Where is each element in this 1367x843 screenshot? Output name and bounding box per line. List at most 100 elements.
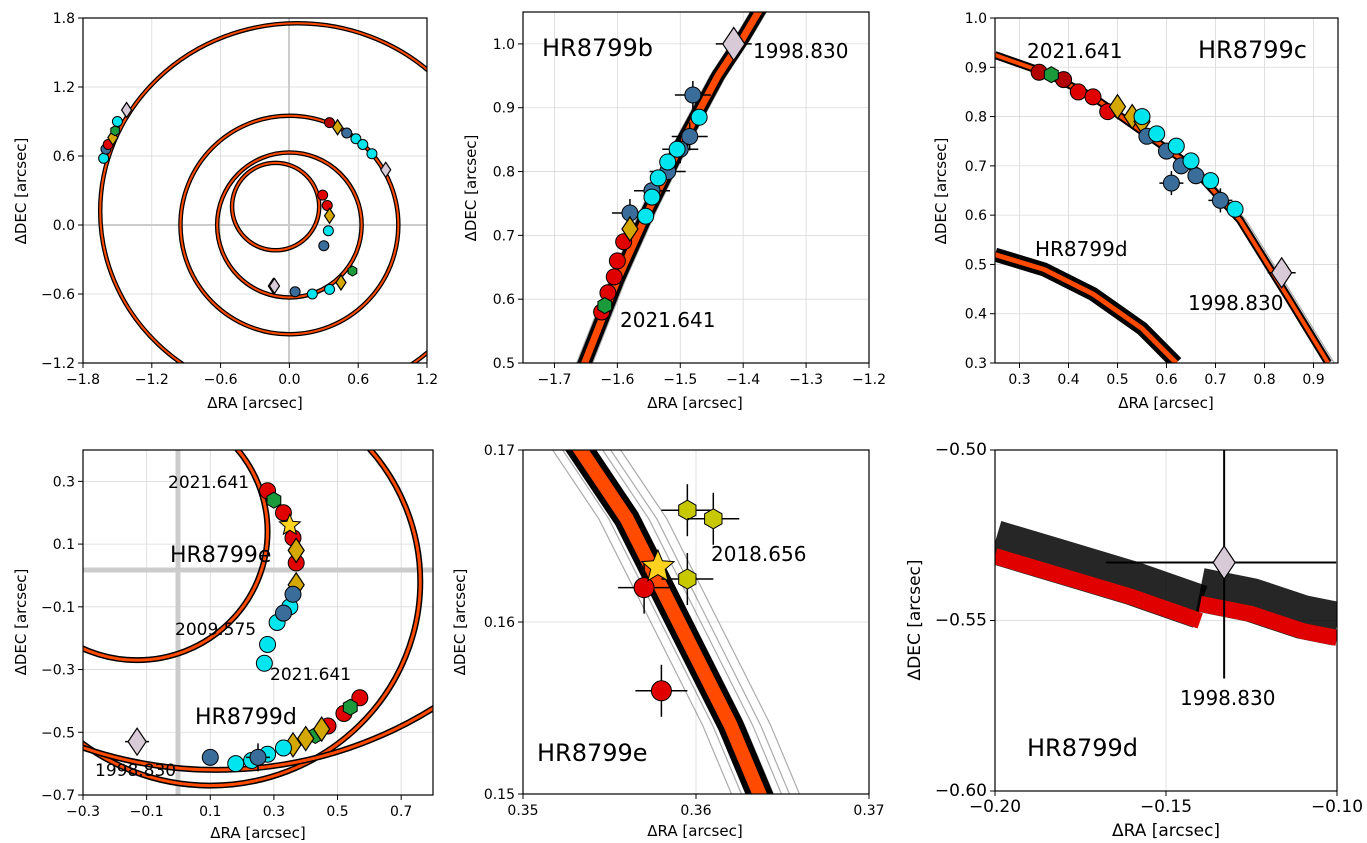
x-axis-label: ΔRA [arcsec] bbox=[1112, 821, 1220, 841]
first-epoch-diamond bbox=[120, 101, 133, 119]
x-tick-label: −1.7 bbox=[537, 372, 571, 388]
y-tick-label: −0.55 bbox=[935, 611, 987, 631]
new-astrometry-point bbox=[690, 108, 708, 126]
x-axis-label: ΔRA [arcsec] bbox=[1118, 394, 1213, 412]
new-astrometry-point bbox=[1148, 125, 1166, 143]
y-tick-label: 1.0 bbox=[965, 11, 987, 27]
epoch-label-d-2021: 2021.641 bbox=[270, 665, 351, 685]
x-tick-label: −0.6 bbox=[204, 372, 238, 388]
old-astrometry-point bbox=[681, 127, 699, 145]
recent-astrometry-point bbox=[633, 577, 655, 599]
y-tick-label: 0.6 bbox=[493, 292, 515, 308]
grid bbox=[82, 17, 428, 364]
orbit-c-core bbox=[179, 114, 400, 336]
orbit-best bbox=[1198, 595, 1337, 646]
astrometry-points bbox=[98, 101, 392, 300]
old-astrometry-point bbox=[201, 748, 219, 766]
orbit-envelope bbox=[995, 521, 1208, 628]
new-astrometry-point bbox=[259, 635, 277, 653]
y-tick-label: 0.6 bbox=[53, 149, 75, 165]
y-tick-label: 1.0 bbox=[493, 37, 515, 53]
x-tick-label: 0.8 bbox=[1253, 372, 1275, 388]
x-tick-label: 0.37 bbox=[853, 803, 884, 819]
epoch-label-1998: 1998.830 bbox=[753, 39, 848, 63]
x-tick-label: 0.7 bbox=[1204, 372, 1226, 388]
green-hexagon-point bbox=[347, 265, 358, 277]
x-tick-label: 0.0 bbox=[278, 372, 300, 388]
x-axis-label: ΔRA [arcsec] bbox=[210, 824, 305, 842]
posterior-orbit bbox=[619, 450, 801, 794]
old-astrometry-point bbox=[1162, 174, 1180, 192]
old-astrometry-point bbox=[684, 86, 702, 104]
x-tick-label: −0.3 bbox=[66, 804, 100, 820]
y-tick-label: 1.8 bbox=[53, 11, 75, 27]
posterior-orbit bbox=[1000, 54, 1335, 363]
yellow-hexagon-point bbox=[678, 568, 697, 590]
new-astrometry-point bbox=[98, 152, 110, 164]
y-tick-label: −0.50 bbox=[935, 440, 987, 460]
ticks: 0.35 0.36 0.37 0.15 0.16 0.17 bbox=[484, 443, 885, 819]
y-tick-label: −0.5 bbox=[41, 725, 75, 741]
axes-frame bbox=[522, 11, 870, 364]
orbit-best bbox=[83, 450, 270, 662]
recent-astrometry-point bbox=[317, 189, 329, 201]
epoch-label-2018: 2018.656 bbox=[711, 542, 806, 566]
y-tick-label: −1.2 bbox=[41, 356, 75, 372]
new-astrometry-point bbox=[306, 288, 318, 300]
planet-e-label: HR8799e bbox=[170, 543, 271, 568]
orbit-band bbox=[551, 450, 801, 794]
orbit-b-core bbox=[99, 22, 427, 363]
orbit-envelope bbox=[1195, 568, 1337, 646]
recent-astrometry-point bbox=[599, 284, 617, 302]
star-point bbox=[640, 548, 676, 582]
y-tick-label: −0.60 bbox=[935, 781, 987, 801]
new-astrometry-point bbox=[357, 139, 369, 150]
x-axis-label: ΔRA [arcsec] bbox=[647, 394, 742, 412]
green-hexagon-point bbox=[597, 297, 613, 315]
posterior-orbit bbox=[561, 450, 743, 794]
y-axis-label: ΔDEC [arcsec] bbox=[462, 135, 480, 242]
old-astrometry-point bbox=[1211, 191, 1229, 209]
new-astrometry-point bbox=[1133, 108, 1151, 126]
old-astrometry-point bbox=[1187, 167, 1205, 185]
panel-hr8799e-zoom: 0.35 0.36 0.37 0.15 0.16 0.17 HR8799e 2018.65… bbox=[451, 443, 885, 840]
orbit-best bbox=[83, 706, 433, 772]
y-tick-label: 0.7 bbox=[493, 228, 515, 244]
ticks: −1.8 −1.2 −0.6 0.0 0.6 1.2−1.2−0.60.00.61.21.… bbox=[41, 11, 438, 388]
axes-frame bbox=[82, 17, 428, 364]
y-axis-label: ΔDEC [arcsec] bbox=[905, 559, 925, 680]
x-tick-label: 0.3 bbox=[263, 804, 285, 820]
first-epoch-diamond bbox=[1212, 544, 1236, 581]
recent-astrometry-point bbox=[608, 252, 626, 270]
y-tick-label: −0.7 bbox=[41, 788, 75, 804]
astrometry-points bbox=[1106, 450, 1337, 679]
first-epoch-diamond bbox=[127, 727, 147, 757]
ticks: −1.7 −1.6 −1.5 −1.4 −1.3 −1.2 0.5 0.6 0.7 0.8 0.9 1… bbox=[493, 37, 886, 388]
y-tick-label: −0.3 bbox=[41, 663, 75, 679]
orbit-best bbox=[83, 450, 422, 788]
x-tick-label: 0.4 bbox=[1057, 372, 1079, 388]
gold-diamond-point bbox=[1108, 93, 1127, 120]
x-tick-label: −0.20 bbox=[969, 797, 1021, 817]
y-tick-label: 0.5 bbox=[965, 257, 987, 273]
orbit-ellipses bbox=[83, 450, 433, 789]
y-tick-label: 0.1 bbox=[53, 537, 75, 553]
x-tick-label: −1.6 bbox=[600, 372, 634, 388]
x-tick-label: 0.6 bbox=[1155, 372, 1177, 388]
recent-astrometry-point bbox=[324, 117, 336, 129]
gold-diamond-point bbox=[312, 716, 331, 743]
new-astrometry-point bbox=[274, 739, 292, 757]
posterior-orbit bbox=[551, 450, 733, 794]
recent-astrometry-point bbox=[351, 689, 369, 707]
x-tick-label: 0.36 bbox=[680, 803, 711, 819]
y-tick-label: 0.17 bbox=[484, 443, 515, 459]
recent-astrometry-point bbox=[605, 268, 623, 286]
orbit-d-core bbox=[216, 151, 363, 299]
x-tick-label: 0.7 bbox=[390, 804, 412, 820]
panel-title: HR8799d bbox=[1027, 734, 1138, 762]
new-astrometry-point bbox=[111, 116, 123, 127]
orbit-best bbox=[995, 252, 1179, 363]
first-epoch-diamond bbox=[379, 161, 392, 179]
x-tick-label: −0.15 bbox=[1140, 797, 1192, 817]
orbit-best bbox=[995, 548, 1203, 629]
